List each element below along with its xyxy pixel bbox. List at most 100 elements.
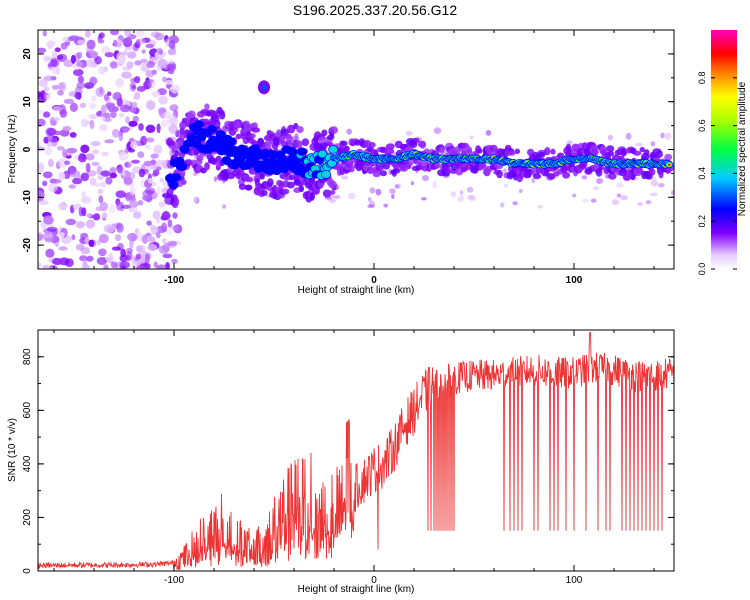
y-tick-label: 600 xyxy=(22,402,33,419)
noise-blob xyxy=(91,161,100,166)
noise-blob xyxy=(110,30,119,36)
noise-blob xyxy=(421,197,427,201)
noise-blob xyxy=(101,212,108,219)
colorbar-tick-label: 0.4 xyxy=(697,167,707,180)
noise-blob xyxy=(48,158,54,168)
noise-blob xyxy=(138,250,147,258)
noise-blob xyxy=(44,237,54,243)
noise-blob xyxy=(63,98,75,104)
noise-blob xyxy=(156,166,162,171)
ridge-halo xyxy=(235,133,242,140)
noise-blob xyxy=(95,87,105,97)
ridge-halo xyxy=(392,168,401,174)
noise-blob xyxy=(123,104,130,110)
noise-blob xyxy=(43,92,51,100)
noise-blob xyxy=(103,93,109,102)
colorbar-label: Normalized spectral amplitude xyxy=(737,81,748,216)
noise-blob xyxy=(80,144,90,154)
noise-blob xyxy=(167,240,178,247)
x-tick-label: -100 xyxy=(164,275,184,286)
noise-blob xyxy=(127,51,137,59)
noise-blob xyxy=(171,258,178,264)
noise-blob xyxy=(57,89,64,96)
ridge-halo xyxy=(184,159,193,167)
ridge-halo xyxy=(532,173,542,180)
noise-blob xyxy=(123,127,128,133)
noise-blob xyxy=(125,196,137,202)
colorbar-tick-label: 0.8 xyxy=(697,72,707,85)
noise-blob xyxy=(42,264,51,269)
spectrogram-x-ticks: -100 0 100 xyxy=(53,30,655,286)
ridge-halo xyxy=(261,189,268,197)
noise-blob xyxy=(157,58,168,69)
noise-blob xyxy=(159,177,165,183)
noise-blob xyxy=(660,132,665,139)
noise-blob xyxy=(80,172,90,182)
noise-blob xyxy=(469,196,477,202)
ridge-core xyxy=(171,173,181,182)
noise-blob xyxy=(52,257,63,266)
noise-blob xyxy=(117,54,127,65)
noise-blob xyxy=(49,57,60,68)
noise-blob xyxy=(68,184,77,189)
noise-blob xyxy=(69,170,81,178)
noise-blob xyxy=(151,90,161,98)
ridge-halo xyxy=(301,138,310,147)
noise-blob xyxy=(57,202,67,211)
noise-blob xyxy=(98,248,107,257)
noise-blob xyxy=(131,101,138,109)
noise-blob xyxy=(134,228,140,234)
noise-blob xyxy=(45,248,55,258)
noise-blob xyxy=(169,84,181,94)
noise-blob xyxy=(130,141,138,149)
noise-blob xyxy=(70,54,76,64)
noise-blob xyxy=(51,84,60,90)
ridge-halo xyxy=(544,147,551,156)
noise-blob xyxy=(107,91,112,96)
noise-blob xyxy=(375,188,382,196)
noise-blob xyxy=(616,182,624,188)
noise-blob xyxy=(167,63,175,70)
noise-blob xyxy=(124,30,131,37)
spectrogram-ridge xyxy=(165,103,674,209)
snr-x-label: Height of straight line (km) xyxy=(298,584,415,595)
noise-blob xyxy=(92,213,101,221)
x-tick-label: 100 xyxy=(566,575,583,586)
y-tick-label: 0 xyxy=(22,146,33,152)
noise-blob xyxy=(328,198,336,203)
noise-blob xyxy=(367,204,375,209)
ridge-halo xyxy=(379,146,389,154)
noise-blob xyxy=(77,39,85,45)
noise-blob xyxy=(108,203,116,214)
noise-blob xyxy=(38,109,44,114)
noise-blob xyxy=(146,220,152,226)
x-tick-label: 100 xyxy=(566,275,583,286)
noise-blob xyxy=(43,171,53,179)
noise-blob xyxy=(58,82,65,90)
ridge-halo xyxy=(385,143,395,150)
noise-blob xyxy=(132,115,139,123)
noise-blob xyxy=(46,40,56,47)
x-tick-label: 0 xyxy=(371,275,377,286)
noise-blob xyxy=(116,201,123,211)
noise-blob xyxy=(160,119,170,128)
noise-blob xyxy=(110,61,118,69)
colorbar-tick-label: 0.6 xyxy=(697,119,707,132)
noise-blob xyxy=(162,76,167,83)
noise-blob xyxy=(38,142,42,147)
noise-blob xyxy=(391,194,395,200)
noise-blob xyxy=(141,49,146,54)
noise-blob xyxy=(140,135,148,146)
colorbar-tick-label: 0.2 xyxy=(697,215,707,228)
ridge-halo xyxy=(341,140,348,147)
noise-blob xyxy=(97,39,105,44)
noise-blob xyxy=(650,180,659,187)
noise-blob xyxy=(118,112,125,118)
noise-blob xyxy=(38,118,46,127)
noise-blob xyxy=(136,232,143,242)
noise-blob xyxy=(124,161,132,169)
noise-blob xyxy=(106,102,116,108)
ridge-halo xyxy=(178,133,185,141)
noise-blob xyxy=(43,111,51,118)
noise-blob xyxy=(110,111,117,119)
